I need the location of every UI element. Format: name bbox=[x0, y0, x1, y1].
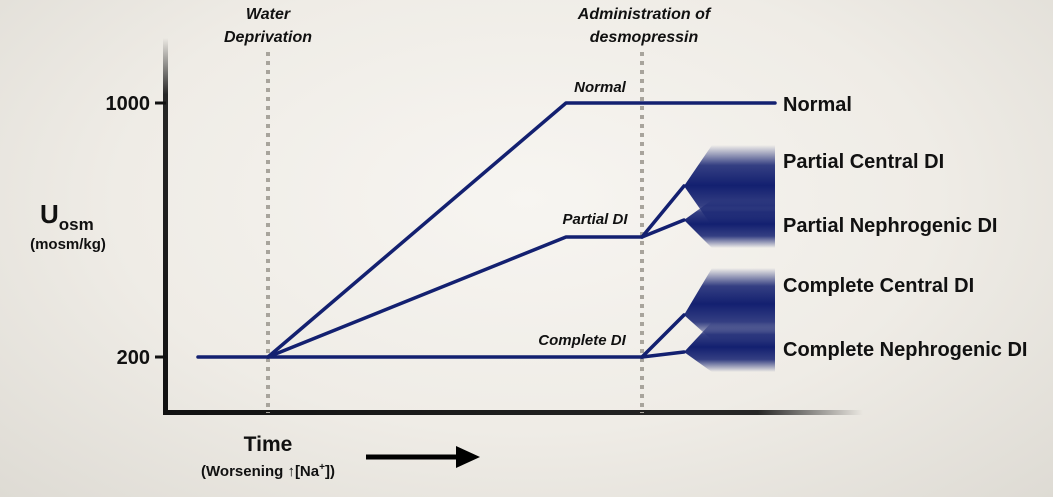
outcome-normal: Normal bbox=[783, 94, 852, 116]
y-axis-label-main: U bbox=[40, 199, 59, 229]
water-deprivation-label-2: Deprivation bbox=[224, 29, 312, 46]
partial-central-branch bbox=[640, 184, 686, 239]
x-axis-label: Time bbox=[244, 433, 293, 456]
y-axis-label: Uosm bbox=[40, 199, 94, 234]
y-tick-label-200: 200 bbox=[117, 347, 150, 369]
x-sub-prefix: (Worsening bbox=[201, 463, 287, 480]
desmopressin-label-2: desmopressin bbox=[590, 29, 699, 46]
x-sub-na: [Na bbox=[295, 463, 320, 480]
outcome-partial-nephrogenic: Partial Nephrogenic DI bbox=[783, 215, 998, 237]
y-tick-label-1000: 1000 bbox=[106, 93, 151, 115]
fan-partial-nephrogenic bbox=[684, 200, 775, 248]
complete-central-branch bbox=[640, 313, 686, 359]
line-label-partial: Partial DI bbox=[562, 211, 628, 228]
y-axis-units: (mosm/kg) bbox=[30, 236, 106, 253]
x-sub-suffix: ]) bbox=[325, 463, 335, 480]
normal-line bbox=[266, 101, 777, 359]
water-deprivation-label-1: Water bbox=[246, 6, 291, 23]
fan-complete-nephrogenic bbox=[684, 322, 775, 372]
outcome-partial-central: Partial Central DI bbox=[783, 151, 944, 173]
partial-nephrogenic-branch bbox=[640, 218, 686, 239]
line-label-normal: Normal bbox=[574, 79, 627, 96]
x-axis-sublabel: (Worsening ↑[Na+]) bbox=[201, 462, 335, 480]
y-axis bbox=[163, 38, 168, 414]
line-label-complete: Complete DI bbox=[538, 332, 626, 349]
x-axis bbox=[163, 410, 863, 415]
time-arrow-head bbox=[456, 446, 480, 468]
partial-di-line bbox=[266, 235, 644, 359]
outcome-complete-central: Complete Central DI bbox=[783, 275, 974, 297]
y-axis-label-sub: osm bbox=[59, 215, 94, 234]
complete-nephrogenic-branch bbox=[640, 350, 686, 359]
x-sub-sup: + bbox=[319, 462, 325, 473]
x-sub-arrow: ↑ bbox=[287, 463, 295, 480]
desmopressin-label-1: Administration of bbox=[577, 6, 712, 23]
outcome-complete-nephrogenic: Complete Nephrogenic DI bbox=[783, 339, 1027, 361]
